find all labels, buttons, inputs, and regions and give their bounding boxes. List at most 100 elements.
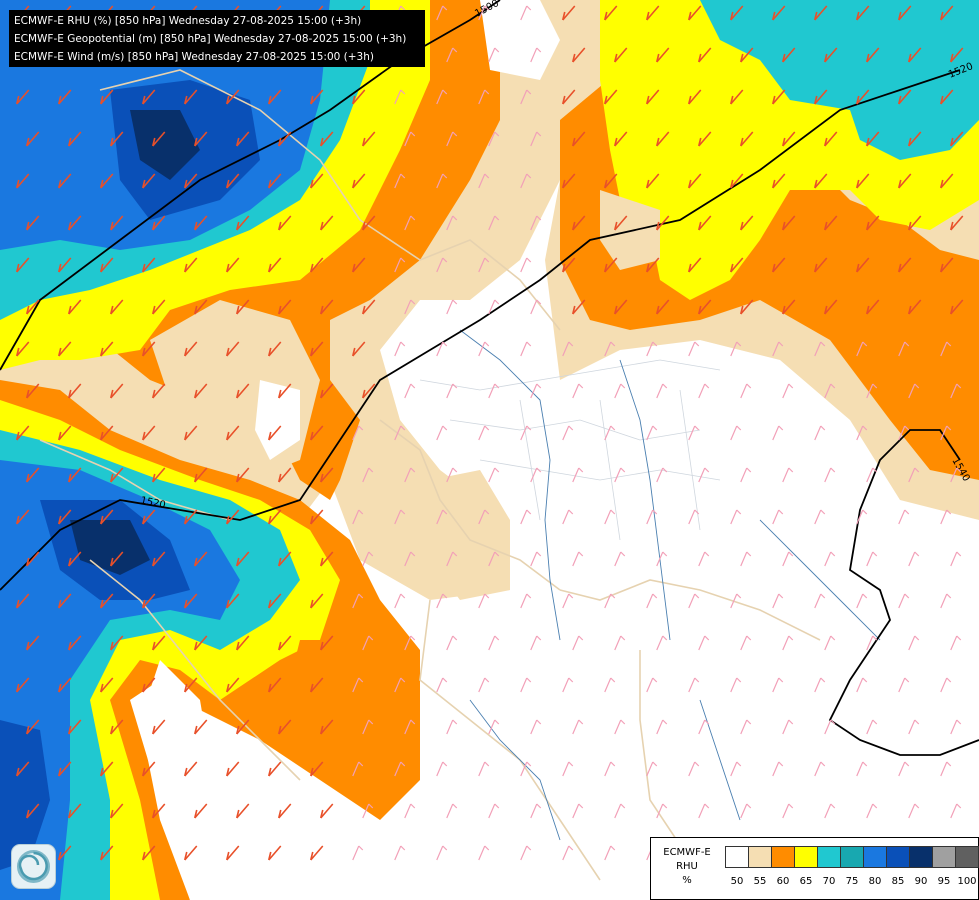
wind-barb — [613, 47, 628, 63]
wind-barb — [698, 467, 710, 483]
wind-barb — [436, 341, 448, 357]
wind-barb — [530, 467, 542, 483]
wind-barb — [687, 257, 702, 273]
wind-barb — [646, 761, 658, 777]
wind-barb — [740, 551, 752, 567]
wind-barb — [739, 47, 754, 63]
wind-barb — [351, 173, 366, 189]
wind-barb — [530, 215, 542, 231]
wind-barb — [404, 467, 416, 483]
wind-barb — [530, 635, 542, 651]
wind-barb — [688, 593, 700, 609]
wind-barb — [67, 299, 82, 315]
wind-barb — [446, 551, 458, 567]
contour-1520 — [0, 69, 961, 591]
wind-barb — [646, 341, 658, 357]
wind-barb — [151, 131, 166, 147]
wind-barb — [404, 635, 416, 651]
wind-barb — [572, 635, 584, 651]
wind-barb — [772, 677, 784, 693]
wind-barb — [151, 299, 166, 315]
wind-barb — [520, 509, 532, 525]
wind-barb — [57, 845, 72, 861]
admin-lines — [419, 359, 721, 541]
wind-barb — [57, 257, 72, 273]
wind-barb — [530, 551, 542, 567]
wind-barb — [562, 761, 574, 777]
wind-barb — [319, 551, 334, 567]
wind-barb — [309, 593, 324, 609]
wind-barb — [866, 635, 878, 651]
wind-barb — [739, 131, 754, 147]
wind-barb — [99, 341, 114, 357]
contour-1540 — [828, 429, 979, 756]
wind-barb — [688, 677, 700, 693]
wind-barb — [813, 257, 828, 273]
wind-barb — [950, 719, 962, 735]
wind-barb — [362, 467, 374, 483]
wind-barb — [898, 509, 910, 525]
wind-barb — [446, 47, 458, 63]
wind-barb — [309, 761, 324, 777]
wind-barb — [235, 635, 250, 651]
wind-barb — [446, 383, 458, 399]
legend-title-variable: RHU — [676, 861, 698, 872]
legend-unit: % — [682, 875, 692, 886]
map-title-box: ECMWF-E RHU (%) [850 hPa] Wednesday 27-0… — [9, 10, 425, 67]
wind-barb — [99, 677, 114, 693]
wind-barb — [25, 383, 40, 399]
wind-barb — [478, 5, 490, 21]
wind-barb — [697, 215, 712, 231]
wind-barb — [25, 299, 40, 315]
wind-barb — [897, 5, 912, 21]
wind-barb — [319, 299, 334, 315]
wind-barb — [897, 257, 912, 273]
wind-barb — [781, 299, 796, 315]
wind-barb — [446, 803, 458, 819]
wind-barb — [277, 299, 292, 315]
wind-barb — [267, 509, 282, 525]
wind-barb — [25, 803, 40, 819]
wind-barb — [572, 383, 584, 399]
wind-barb — [193, 383, 208, 399]
wind-barb — [855, 257, 870, 273]
wind-barb — [908, 383, 920, 399]
wind-barb — [856, 341, 868, 357]
wind-barb — [646, 677, 658, 693]
wind-barb — [309, 425, 324, 441]
wind-barb — [781, 215, 796, 231]
wind-barb — [57, 425, 72, 441]
wind-barb — [151, 719, 166, 735]
wind-barb — [436, 5, 448, 21]
wind-barb — [436, 845, 448, 861]
wind-barb — [561, 173, 576, 189]
wind-barb — [698, 803, 710, 819]
legend-label: 75 — [845, 876, 859, 887]
legend-swatch — [932, 846, 956, 868]
wind-barb — [109, 803, 124, 819]
wind-barb — [404, 131, 416, 147]
wind-barb — [141, 845, 156, 861]
contour-label-1520-west: 1520 — [139, 495, 166, 511]
wind-barb — [277, 635, 292, 651]
wind-barb — [277, 383, 292, 399]
wind-barb — [267, 173, 282, 189]
wind-barb — [109, 131, 124, 147]
wind-barb — [67, 131, 82, 147]
wind-barb — [25, 467, 40, 483]
wind-barb — [319, 383, 334, 399]
wind-barb — [729, 257, 744, 273]
wind-barb — [562, 593, 574, 609]
wind-barb — [141, 509, 156, 525]
wind-barb — [67, 215, 82, 231]
wind-barb — [394, 593, 406, 609]
wind-barb — [193, 719, 208, 735]
wind-barb — [740, 383, 752, 399]
wind-barb — [813, 5, 828, 21]
wind-barb — [151, 383, 166, 399]
wind-barb — [436, 677, 448, 693]
wind-barb — [908, 467, 920, 483]
wind-barb — [604, 845, 616, 861]
wind-barb — [949, 47, 964, 63]
wind-barb — [25, 551, 40, 567]
